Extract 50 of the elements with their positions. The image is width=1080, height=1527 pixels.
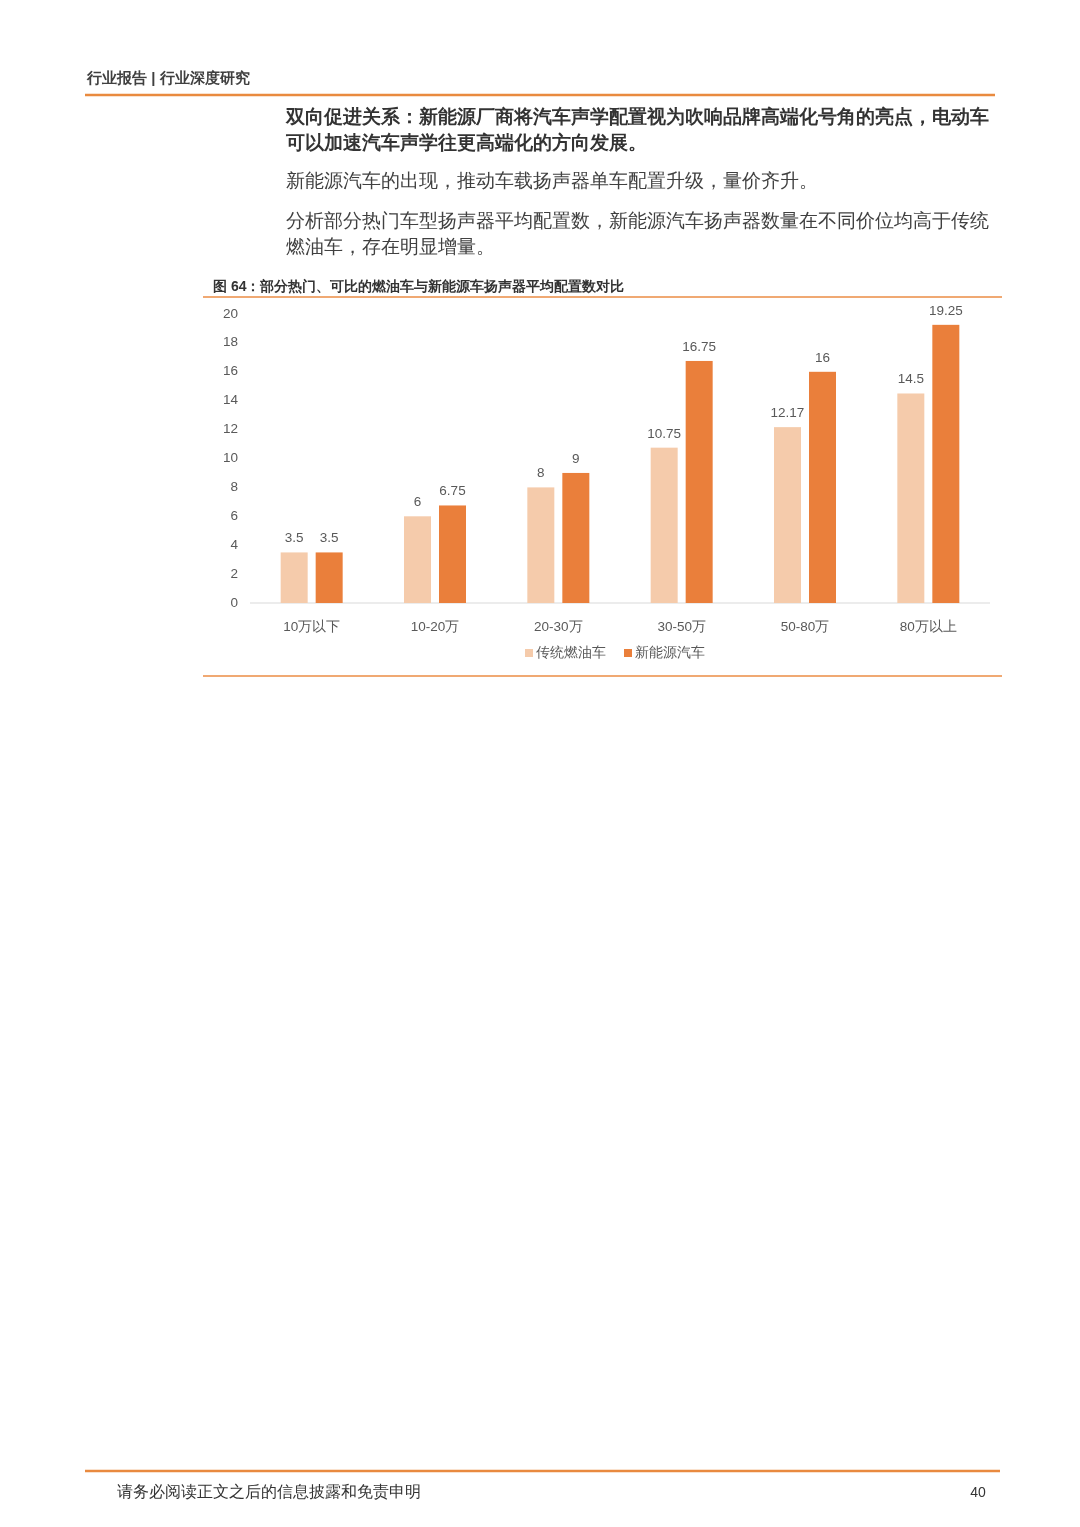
bar bbox=[527, 487, 555, 603]
text: 新能源汽车的出现，推动车载扬声器单车配置升级，量价齐升。 bbox=[286, 169, 819, 193]
data-label: 3.5 bbox=[319, 530, 339, 546]
legend-label: 新能源汽车 bbox=[635, 643, 705, 660]
y-tick-label: 16 bbox=[222, 363, 238, 379]
y-tick-label: 14 bbox=[222, 392, 239, 408]
y-tick-label: 12 bbox=[222, 421, 238, 437]
y-tick-label: 4 bbox=[230, 536, 239, 552]
text: 行业报告 | 行业深度研究 bbox=[86, 69, 250, 86]
bar bbox=[562, 472, 590, 603]
data-label: 12.17 bbox=[770, 405, 805, 421]
y-tick-label: 20 bbox=[222, 305, 238, 321]
bar bbox=[315, 552, 343, 603]
data-label: 6 bbox=[413, 494, 422, 510]
bar bbox=[685, 360, 713, 603]
data-label: 10.75 bbox=[647, 425, 682, 441]
x-tick-label: 30-50万 bbox=[657, 618, 706, 634]
text: 请务必阅读正文之后的信息披露和免责申明 bbox=[117, 1483, 421, 1500]
data-label: 14.5 bbox=[897, 371, 924, 387]
bar bbox=[650, 447, 678, 603]
bar bbox=[932, 324, 960, 603]
data-label: 16 bbox=[814, 349, 831, 365]
data-label: 19.25 bbox=[928, 302, 963, 318]
text: 40 bbox=[970, 1484, 986, 1500]
legend-label: 传统燃油车 bbox=[536, 643, 606, 660]
data-label: 6.75 bbox=[439, 483, 466, 499]
chart-title: 图 64：部分热门、可比的燃油车与新能源车扬声器平均配置数对比 bbox=[213, 278, 625, 294]
x-tick-label: 80万以上 bbox=[899, 618, 957, 634]
y-tick-label: 10 bbox=[222, 450, 238, 466]
x-tick-label: 20-30万 bbox=[534, 618, 583, 634]
bar bbox=[809, 371, 836, 603]
bar bbox=[774, 427, 801, 603]
y-tick-label: 0 bbox=[230, 594, 238, 610]
y-tick-label: 18 bbox=[222, 334, 238, 350]
y-tick-label: 2 bbox=[230, 565, 238, 581]
data-label: 16.75 bbox=[682, 338, 717, 354]
data-label: 3.5 bbox=[284, 530, 304, 546]
data-label: 8 bbox=[537, 465, 545, 481]
text: 双向促进关系：新能源厂商将汽车声学配置视为吹响品牌高端化号角的亮点，电动车可以加速汽车声学往更高端化的方向发展。 bbox=[286, 105, 990, 155]
bar bbox=[439, 505, 466, 603]
x-tick-label: 10万以下 bbox=[283, 618, 341, 634]
y-tick-label: 6 bbox=[230, 507, 238, 523]
x-tick-label: 10-20万 bbox=[410, 618, 460, 634]
x-tick-label: 50-80万 bbox=[780, 618, 830, 634]
bar bbox=[897, 393, 925, 603]
y-tick-label: 8 bbox=[230, 478, 238, 494]
bar bbox=[280, 552, 308, 603]
bar bbox=[404, 516, 431, 603]
data-label: 9 bbox=[572, 450, 580, 466]
text: 分析部分热门车型扬声器平均配置数，新能源汽车扬声器数量在不同价位均高于传统燃油车，存在明显增量。 bbox=[286, 209, 990, 259]
